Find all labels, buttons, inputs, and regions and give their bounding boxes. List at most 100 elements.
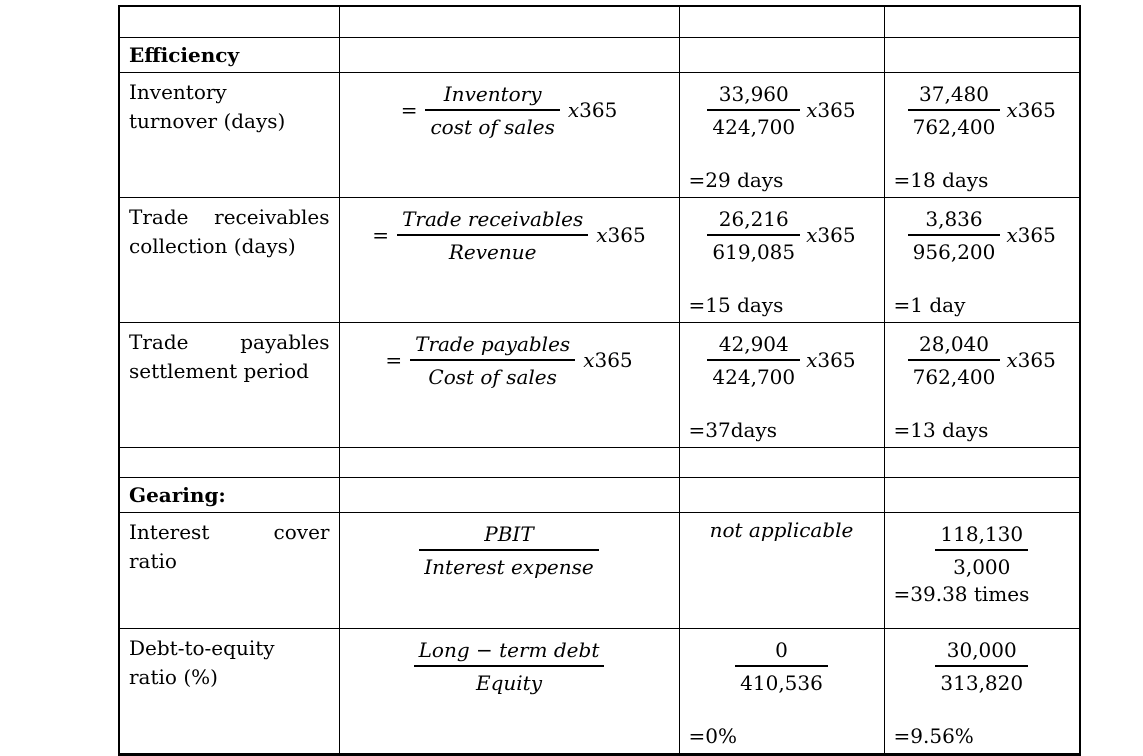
ratio-name-line2: ratio (%) bbox=[129, 664, 218, 689]
empty-cell bbox=[118, 5, 340, 38]
calc-result: =37days bbox=[688, 417, 778, 442]
formula-denominator: Interest expense bbox=[424, 554, 594, 579]
calc-numerator: 42,904 bbox=[707, 330, 801, 361]
ratio-name-line2: turnover (days) bbox=[129, 108, 286, 133]
equals-sign: = bbox=[400, 97, 418, 122]
calc-expression: 26,216 619,085 x365 bbox=[689, 203, 875, 265]
empty-cell bbox=[883, 476, 1081, 513]
calc-fraction: 118,130 3,000 bbox=[935, 520, 1029, 580]
formula-multiplier: x365 bbox=[596, 222, 646, 247]
gearing-section-title: Gearing: bbox=[118, 476, 340, 513]
formula-fraction: Long − term debt Equity bbox=[413, 636, 605, 696]
calc-multiplier: x365 bbox=[806, 222, 856, 247]
ratio-name-line1: Interest cover bbox=[129, 519, 330, 544]
ratio-name-line1: Trade payables bbox=[129, 329, 330, 354]
calc-multiplier: x365 bbox=[806, 97, 856, 122]
calc-expression: 118,130 3,000 bbox=[894, 518, 1071, 580]
empty-cell bbox=[338, 5, 680, 38]
calc-numerator: 118,130 bbox=[935, 520, 1029, 551]
formula-expression: = Trade payables Cost of sales x365 bbox=[349, 328, 670, 390]
empty-cell bbox=[883, 446, 1081, 478]
inventory-turnover-row: Inventory turnover (days) = Inventory co… bbox=[118, 71, 1081, 198]
formula-cell: = Inventory cost of sales x365 bbox=[338, 71, 680, 198]
empty-cell bbox=[883, 5, 1081, 38]
empty-cell bbox=[338, 446, 680, 478]
spacer-row bbox=[118, 446, 1081, 478]
calc-denominator: 410,536 bbox=[740, 670, 823, 695]
calc-cell-col2: 37,480 762,400 x365 =18 days bbox=[883, 71, 1081, 198]
formula-fraction: PBIT Interest expense bbox=[419, 520, 599, 580]
formula-numerator: Inventory bbox=[425, 80, 560, 111]
calc-denominator: 762,400 bbox=[912, 364, 996, 389]
calc-multiplier: x365 bbox=[806, 347, 856, 372]
calc-fraction: 42,904 424,700 bbox=[707, 330, 801, 390]
calc-multiplier: x365 bbox=[1006, 97, 1056, 122]
calc-numerator: 3,836 bbox=[907, 205, 1001, 236]
ratio-name-line2: collection (days) bbox=[129, 233, 296, 258]
efficiency-section-title: Efficiency bbox=[118, 36, 340, 73]
formula-cell: Long − term debt Equity bbox=[338, 627, 680, 755]
calc-fraction: 30,000 313,820 bbox=[935, 636, 1029, 696]
formula-multiplier: x365 bbox=[583, 347, 633, 372]
calc-denominator: 424,700 bbox=[712, 364, 796, 389]
calc-denominator: 313,820 bbox=[940, 670, 1024, 695]
calc-numerator: 37,480 bbox=[907, 80, 1001, 111]
calc-fraction: 37,480 762,400 bbox=[907, 80, 1001, 140]
calc-cell-col2: 3,836 956,200 x365 =1 day bbox=[883, 196, 1081, 323]
formula-denominator: Cost of sales bbox=[428, 364, 557, 389]
calc-expression: 3,836 956,200 x365 bbox=[894, 203, 1071, 265]
formula-cell: = Trade payables Cost of sales x365 bbox=[338, 321, 680, 448]
calc-expression: 30,000 313,820 bbox=[894, 634, 1071, 696]
calc-cell-col1: 33,960 424,700 x365 =29 days bbox=[678, 71, 885, 198]
formula-denominator: Revenue bbox=[448, 239, 537, 264]
formula-multiplier: x365 bbox=[567, 97, 618, 122]
empty-cell bbox=[678, 476, 885, 513]
calc-fraction: 3,836 956,200 bbox=[907, 205, 1001, 265]
empty-cell bbox=[678, 36, 885, 73]
empty-cell bbox=[678, 446, 885, 478]
ratio-name-cell: Debt-to-equity ratio (%) bbox=[118, 627, 340, 755]
calc-result: =18 days bbox=[893, 167, 989, 192]
calc-cell-col2: 28,040 762,400 x365 =13 days bbox=[883, 321, 1081, 448]
calc-denominator: 424,700 bbox=[712, 114, 796, 139]
calc-denominator: 956,200 bbox=[912, 239, 996, 264]
formula-numerator: PBIT bbox=[419, 520, 599, 551]
empty-cell bbox=[883, 36, 1081, 73]
calc-result: =13 days bbox=[893, 417, 989, 442]
equals-sign: = bbox=[385, 347, 403, 372]
calc-result: =39.38 times bbox=[893, 581, 1030, 606]
calc-numerator: 28,040 bbox=[907, 330, 1001, 361]
ratio-name-cell: Trade receivables collection (days) bbox=[118, 196, 340, 323]
calc-fraction: 26,216 619,085 bbox=[707, 205, 801, 265]
formula-numerator: Trade receivables bbox=[397, 205, 589, 236]
calc-cell-col2: 30,000 313,820 =9.56% bbox=[883, 627, 1081, 755]
calc-result: =29 days bbox=[688, 167, 784, 192]
formula-expression: = Inventory cost of sales x365 bbox=[349, 78, 670, 140]
calc-result: =1 day bbox=[893, 292, 966, 317]
calc-result: =9.56% bbox=[893, 723, 974, 748]
formula-denominator: Equity bbox=[475, 670, 542, 695]
calc-numerator: 30,000 bbox=[935, 636, 1029, 667]
formula-numerator: Trade payables bbox=[410, 330, 576, 361]
empty-header-row bbox=[118, 5, 1081, 38]
calc-multiplier: x365 bbox=[1006, 347, 1056, 372]
calc-denominator: 3,000 bbox=[953, 554, 1011, 579]
ratio-name-cell: Inventory turnover (days) bbox=[118, 71, 340, 198]
formula-expression: PBIT Interest expense bbox=[349, 518, 670, 580]
calc-numerator: 0 bbox=[735, 636, 828, 667]
formula-fraction: Inventory cost of sales bbox=[425, 80, 560, 140]
trade-receivables-row: Trade receivables collection (days) = Tr… bbox=[118, 196, 1081, 323]
equals-sign: = bbox=[372, 222, 390, 247]
calc-fraction: 28,040 762,400 bbox=[907, 330, 1001, 390]
formula-cell: PBIT Interest expense bbox=[338, 511, 680, 629]
calc-expression: 37,480 762,400 x365 bbox=[894, 78, 1071, 140]
formula-denominator: cost of sales bbox=[430, 114, 555, 139]
efficiency-section-row: Efficiency bbox=[118, 36, 1081, 73]
calc-expression: 42,904 424,700 x365 bbox=[689, 328, 875, 390]
calc-cell-col1: 26,216 619,085 x365 =15 days bbox=[678, 196, 885, 323]
calc-expression: 28,040 762,400 x365 bbox=[894, 328, 1071, 390]
formula-cell: = Trade receivables Revenue x365 bbox=[338, 196, 680, 323]
calc-cell-col1: not applicable bbox=[678, 511, 885, 629]
ratio-name-line1: Inventory bbox=[129, 79, 227, 104]
formula-fraction: Trade payables Cost of sales bbox=[410, 330, 576, 390]
